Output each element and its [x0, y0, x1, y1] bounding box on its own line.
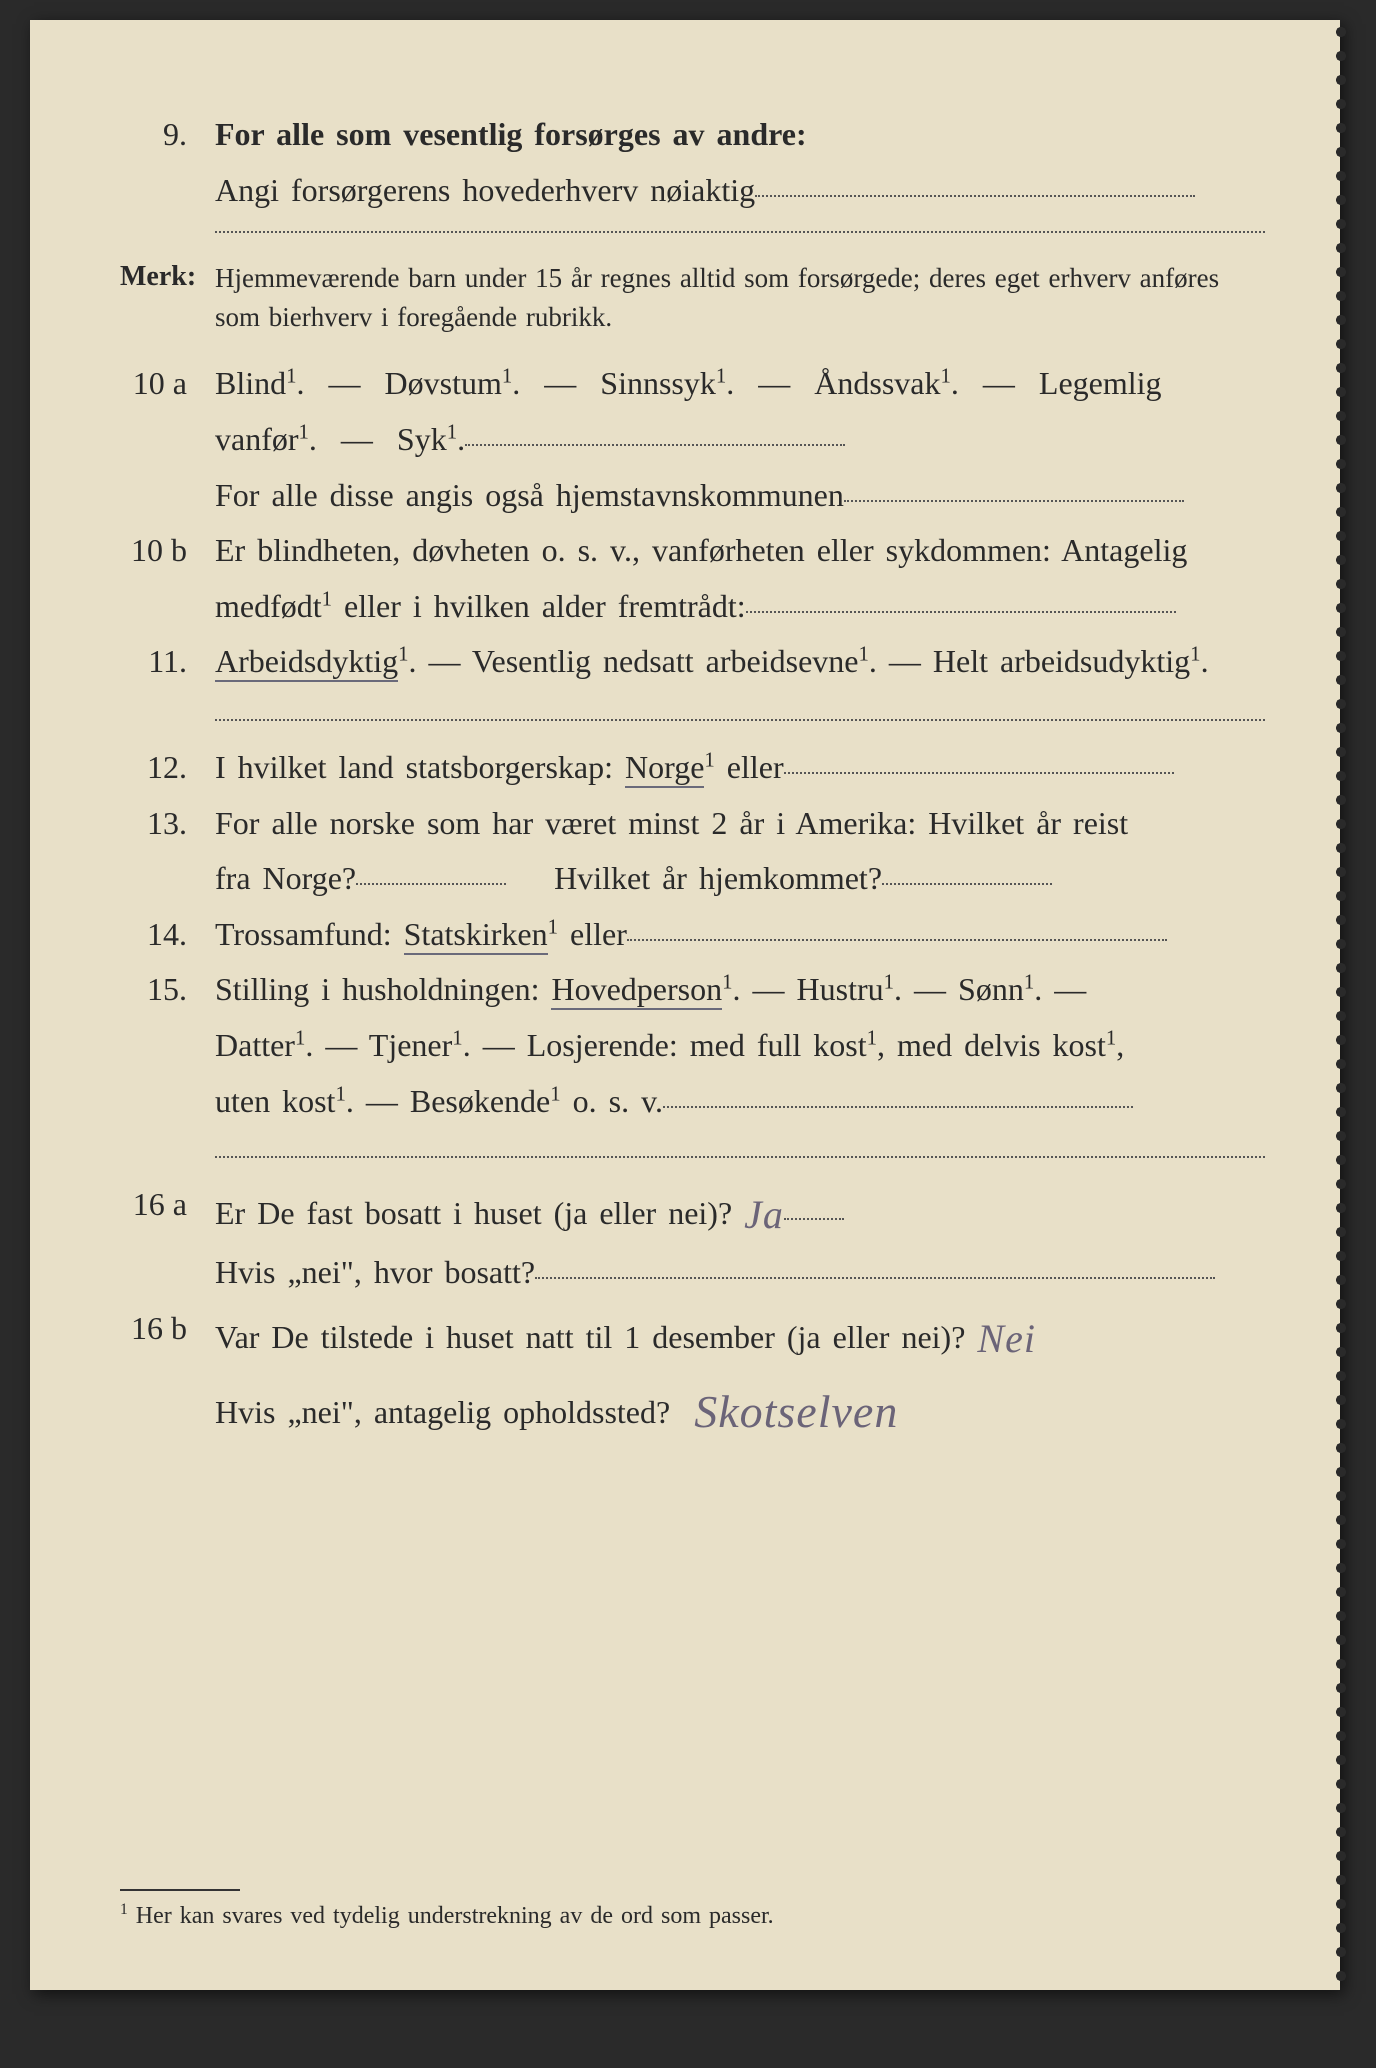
- perforation-edge: [1334, 20, 1348, 1990]
- fill-line[interactable]: [746, 579, 1176, 613]
- q14-pre: Trossamfund:: [215, 916, 404, 952]
- fill-line[interactable]: [784, 1186, 844, 1220]
- opt-sinnssyk: Sinnssyk: [600, 365, 716, 401]
- q14-post: eller: [558, 916, 627, 952]
- q15-pre: Stilling i husholdningen:: [215, 971, 551, 1007]
- q15-hoved: Hovedperson: [551, 971, 722, 1010]
- q16a-line2: Hvis „nei", hvor bosatt?: [215, 1254, 535, 1290]
- footnote-area: 1 Her kan svares ved tydelig understrekn…: [120, 1889, 1250, 1930]
- q15-number: 15.: [120, 965, 215, 1015]
- q12-pre: I hvilket land statsborgerskap:: [215, 749, 625, 785]
- q10b-line1: Er blindheten, døvheten o. s. v., vanfør…: [215, 532, 1187, 568]
- footnote-rule: [120, 1889, 240, 1891]
- question-15-line3: uten kost1. — Besøkende1 o. s. v.: [120, 1077, 1265, 1127]
- fill-line[interactable]: [356, 851, 506, 885]
- opt-legemlig: Legemlig: [1039, 365, 1162, 401]
- form-page: 9. For alle som vesentlig forsørges av a…: [30, 20, 1340, 1990]
- question-16b-line2: Hvis „nei", antagelig opholdssted? Skots…: [120, 1372, 1265, 1443]
- note-merk: Merk: Hjemmeværende barn under 15 år reg…: [120, 259, 1265, 337]
- fill-line[interactable]: [663, 1074, 1133, 1108]
- opt-dovstum: Døvstum: [385, 365, 502, 401]
- q9-number: 9.: [120, 110, 215, 160]
- q16b-number: 16 b: [120, 1304, 215, 1354]
- question-9: 9. For alle som vesentlig forsørges av a…: [120, 110, 1265, 160]
- question-14: 14. Trossamfund: Statskirken1 eller: [120, 910, 1265, 960]
- q16b-line2: Hvis „nei", antagelig opholdssted?: [215, 1394, 670, 1430]
- fill-line[interactable]: [882, 851, 1052, 885]
- q16b-text: Var De tilstede i huset natt til 1 desem…: [215, 1319, 965, 1355]
- opt-syk: Syk: [397, 421, 447, 457]
- q9-line2: Angi forsørgerens hovederhverv nøiaktig: [215, 172, 755, 208]
- q16a-number: 16 a: [120, 1180, 215, 1230]
- q10b-medfodt: medfødt: [215, 588, 322, 624]
- question-13: 13. For alle norske som har været minst …: [120, 799, 1265, 849]
- fill-line[interactable]: [784, 740, 1174, 774]
- q16a-text: Er De fast bosatt i huset (ja eller nei)…: [215, 1195, 732, 1231]
- q10b-number: 10 b: [120, 526, 215, 576]
- question-10b-line2: medfødt1 eller i hvilken alder fremtrådt…: [120, 582, 1265, 632]
- question-10a-line3: For alle disse angis også hjemstavnskomm…: [120, 471, 1265, 521]
- question-10b: 10 b Er blindheten, døvheten o. s. v., v…: [120, 526, 1265, 576]
- fill-line[interactable]: [755, 163, 1195, 197]
- q12-number: 12.: [120, 743, 215, 793]
- q13-number: 13.: [120, 799, 215, 849]
- q10b-post: eller i hvilken alder fremtrådt:: [332, 588, 746, 624]
- q11-mid: . — Vesentlig nedsatt arbeidsevne: [409, 643, 859, 679]
- fill-line[interactable]: [844, 468, 1184, 502]
- question-10a: 10 a Blind1. — Døvstum1. — Sinnssyk1. — …: [120, 359, 1265, 409]
- q14-number: 14.: [120, 910, 215, 960]
- question-9-line2: Angi forsørgerens hovederhverv nøiaktig: [120, 166, 1265, 216]
- q12-post: eller: [715, 749, 784, 785]
- merk-label: Merk:: [120, 259, 215, 293]
- fill-line[interactable]: [535, 1245, 1215, 1279]
- question-15-line2: Datter1. — Tjener1. — Losjerende: med fu…: [120, 1021, 1265, 1071]
- question-16b: 16 b Var De tilstede i huset natt til 1 …: [120, 1304, 1265, 1366]
- fill-line-full[interactable]: [215, 231, 1265, 233]
- q16b-answer2: Skotselven: [694, 1386, 898, 1437]
- q16a-answer: Ja: [744, 1192, 784, 1237]
- q16b-answer: Nei: [977, 1316, 1036, 1361]
- question-11: 11. Arbeidsdyktig1. — Vesentlig nedsatt …: [120, 637, 1265, 687]
- q12-norge: Norge: [625, 749, 704, 788]
- q10a-line3: For alle disse angis også hjemstavnskomm…: [215, 477, 844, 513]
- fill-line-full[interactable]: [215, 719, 1265, 721]
- question-10a-line2: vanfør1. — Syk1.: [120, 415, 1265, 465]
- q9-line1: For alle som vesentlig forsørges av andr…: [215, 116, 807, 152]
- fill-line[interactable]: [627, 907, 1167, 941]
- opt-vanfor: vanfør: [215, 421, 299, 457]
- question-12: 12. I hvilket land statsborgerskap: Norg…: [120, 743, 1265, 793]
- q14-stat: Statskirken: [404, 916, 548, 955]
- q13-line2a: fra Norge?: [215, 860, 356, 896]
- q13-line2b: Hvilket år hjemkommet?: [554, 860, 882, 896]
- q11-end: . — Helt arbeidsudyktig: [869, 643, 1190, 679]
- fill-line-full[interactable]: [215, 1156, 1265, 1158]
- opt-andssvak: Åndssvak: [814, 365, 940, 401]
- q13-line1: For alle norske som har været minst 2 år…: [215, 805, 1128, 841]
- q11-number: 11.: [120, 637, 215, 687]
- fill-line[interactable]: [465, 412, 845, 446]
- question-16a-line2: Hvis „nei", hvor bosatt?: [120, 1248, 1265, 1298]
- merk-text: Hjemmeværende barn under 15 år regnes al…: [215, 259, 1265, 337]
- q11-opt1: Arbeidsdyktig: [215, 643, 398, 682]
- q10a-number: 10 a: [120, 359, 215, 409]
- question-16a: 16 a Er De fast bosatt i huset (ja eller…: [120, 1180, 1265, 1242]
- footnote-text: 1 Her kan svares ved tydelig understrekn…: [120, 1901, 1250, 1930]
- opt-blind: Blind: [215, 365, 286, 401]
- question-13-line2: fra Norge? Hvilket år hjemkommet?: [120, 854, 1265, 904]
- question-15: 15. Stilling i husholdningen: Hovedperso…: [120, 965, 1265, 1015]
- footnote-sup: 1: [120, 1901, 128, 1918]
